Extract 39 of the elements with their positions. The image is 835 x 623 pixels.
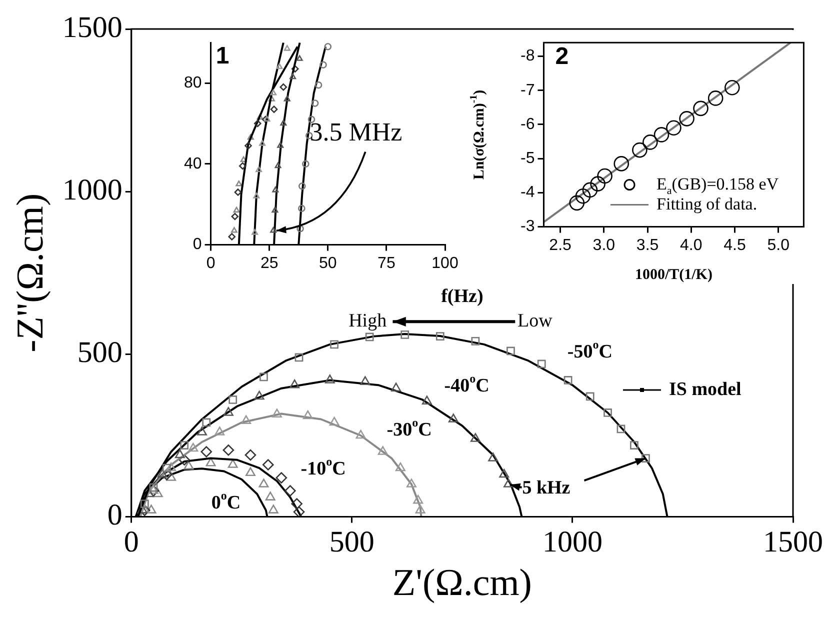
x-tick-label: 100 — [432, 254, 458, 272]
x-tick-label: 500 — [329, 526, 374, 559]
y-tick-label: 0 — [107, 498, 122, 532]
annotation: 5 kHz — [522, 477, 571, 498]
y-tick-label: 1000 — [62, 173, 122, 206]
y-tick-label: 1500 — [62, 10, 122, 44]
x-tick-label: 1000 — [542, 526, 602, 559]
y-tick-label: -7 — [520, 82, 535, 99]
x-tick-label: 50 — [319, 254, 337, 272]
x-tick-label: 2.5 — [549, 236, 572, 254]
y-tick-label: -6 — [520, 116, 535, 133]
y-tick-label: -3 — [520, 218, 535, 236]
y-tick-label: 80 — [184, 74, 202, 92]
y-tick-label: -4 — [520, 184, 535, 202]
y-tick-label: 500 — [77, 336, 122, 370]
y-tick-label: 40 — [184, 155, 202, 172]
x-tick-label: 4.0 — [680, 236, 702, 254]
x-axis-title: 1000/T(1/K) — [634, 266, 712, 283]
x-tick-label: 4.5 — [724, 236, 746, 254]
legend-label: Fitting of data. — [656, 194, 758, 214]
x-tick-label: 0 — [206, 254, 216, 272]
x-tick-label: 5.0 — [767, 236, 790, 254]
annotation: f(Hz) — [441, 286, 484, 308]
y-tick-label: -5 — [520, 150, 535, 167]
x-axis-title: Z'(Ω.cm) — [392, 562, 532, 604]
x-tick-label: 25 — [260, 254, 278, 272]
legend-label: IS model — [669, 378, 742, 400]
y-axis-title: -Z''(Ω.cm) — [10, 193, 52, 352]
y-axis-title: Ln(σ(Ω.cm)-1) — [468, 90, 488, 180]
annotation: Low — [518, 310, 553, 332]
x-tick-label: 3.5 — [636, 236, 659, 254]
y-tick-label: -8 — [520, 48, 535, 65]
annotation: High — [348, 310, 388, 332]
x-tick-label: 1500 — [763, 526, 823, 559]
x-tick-label: 3.0 — [592, 236, 616, 254]
x-tick-label: 75 — [378, 254, 396, 272]
annotation: 1 — [216, 42, 230, 70]
annotation: 2 — [555, 42, 569, 70]
annotation: 3.5 MHz — [310, 117, 402, 146]
